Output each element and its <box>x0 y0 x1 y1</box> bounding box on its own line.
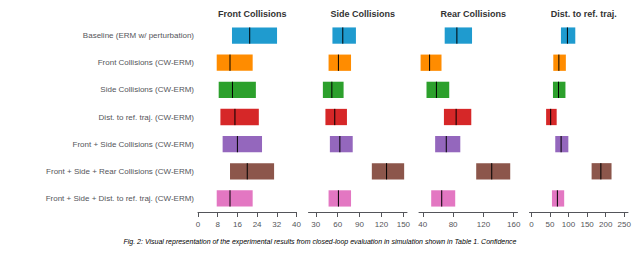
svg-text:Baseline (ERM w/ perturbation): Baseline (ERM w/ perturbation) <box>83 31 194 40</box>
svg-text:Front + Side Collisions (CW-ER: Front + Side Collisions (CW-ERM) <box>73 140 195 149</box>
svg-text:0: 0 <box>529 220 534 229</box>
svg-text:100: 100 <box>562 220 576 229</box>
svg-text:0: 0 <box>196 220 201 229</box>
svg-text:24: 24 <box>253 220 262 229</box>
svg-text:150: 150 <box>580 220 594 229</box>
svg-text:Dist. to ref. traj. (CW-ERM): Dist. to ref. traj. (CW-ERM) <box>99 113 195 122</box>
svg-text:50: 50 <box>545 220 554 229</box>
svg-text:8: 8 <box>215 220 220 229</box>
svg-text:250: 250 <box>618 220 632 229</box>
svg-text:40: 40 <box>292 220 301 229</box>
svg-text:120: 120 <box>375 220 389 229</box>
svg-text:Dist. to ref. traj.: Dist. to ref. traj. <box>551 9 617 19</box>
svg-text:Rear Collisions: Rear Collisions <box>440 9 506 19</box>
svg-text:80: 80 <box>449 220 458 229</box>
svg-text:30: 30 <box>311 220 320 229</box>
svg-text:Front Collisions: Front Collisions <box>218 9 287 19</box>
svg-text:Side Collisions: Side Collisions <box>330 9 395 19</box>
svg-text:60: 60 <box>333 220 342 229</box>
svg-text:16: 16 <box>233 220 242 229</box>
svg-text:40: 40 <box>418 220 427 229</box>
svg-text:Side Collisions (CW-ERM): Side Collisions (CW-ERM) <box>100 85 194 94</box>
svg-text:160: 160 <box>507 220 521 229</box>
svg-text:90: 90 <box>355 220 364 229</box>
svg-text:120: 120 <box>477 220 491 229</box>
svg-text:150: 150 <box>397 220 411 229</box>
svg-text:Fig. 2: Visual representation: Fig. 2: Visual representation of the exp… <box>124 238 517 246</box>
svg-text:Front + Side + Dist. to ref. t: Front + Side + Dist. to ref. traj. (CW-E… <box>46 194 195 203</box>
svg-text:200: 200 <box>599 220 613 229</box>
svg-text:Front Collisions (CW-ERM): Front Collisions (CW-ERM) <box>98 58 195 67</box>
svg-text:32: 32 <box>272 220 281 229</box>
svg-text:Front + Side + Rear Collisions: Front + Side + Rear Collisions (CW-ERM) <box>46 167 194 176</box>
